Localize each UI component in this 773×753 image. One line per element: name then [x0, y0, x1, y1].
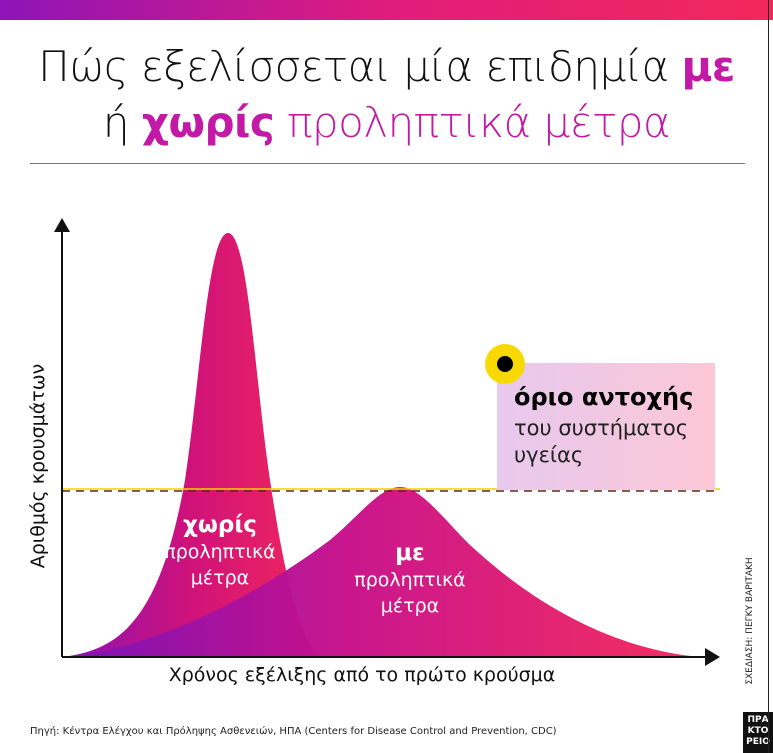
label-line: μέτρα — [380, 595, 440, 617]
divider — [30, 163, 745, 164]
threshold-label-box: όριο αντοχής του συστήματος υγείας — [497, 363, 715, 490]
label-bold: χωρίς — [183, 512, 257, 538]
threshold-line1: του συστήματος — [514, 416, 689, 440]
y-axis-arrow — [54, 218, 70, 232]
design-credit: ΣΧΕΔΙΑΣΗ: ΠΕΓΚΥ ΒΑΡΙΤΑΚΗ — [745, 557, 755, 685]
title-text: Πώς εξελίσσεται μία επιδημία — [38, 42, 682, 91]
threshold-title: όριο αντοχής — [514, 383, 694, 411]
y-axis-label: Αριθμός κρουσμάτων — [27, 363, 49, 569]
right-edge-line — [768, 0, 769, 753]
curve-with-measures — [62, 487, 700, 657]
threshold-dot-icon — [485, 344, 525, 384]
label-line: μέτρα — [190, 567, 250, 589]
label-line: προληπτικά — [164, 541, 276, 563]
title-text: ή — [102, 98, 142, 147]
label-without-measures: χωρίς προληπτικά μέτρα — [140, 512, 300, 591]
x-axis-arrow — [705, 648, 720, 666]
top-gradient-bar — [0, 0, 773, 20]
label-line: προληπτικά — [354, 569, 466, 591]
title-line-2: ή χωρίς προληπτικά μέτρα — [0, 98, 773, 147]
label-with-measures: με προληπτικά μέτρα — [330, 540, 490, 619]
title-text-pink: προληπτικά μέτρα — [274, 98, 671, 147]
source-note: Πηγή: Κέντρα Ελέγχου και Πρόληψης Ασθενε… — [30, 726, 557, 737]
curve-without-measures — [62, 233, 320, 657]
label-bold: με — [395, 540, 425, 566]
x-axis-label: Χρόνος εξέλιξης από το πρώτο κρούσμα — [168, 664, 556, 686]
title-highlight-without: χωρίς — [141, 98, 275, 147]
threshold-line2: υγείας — [514, 443, 584, 467]
title-line-1: Πώς εξελίσσεται μία επιδημία με — [0, 42, 773, 91]
title-highlight-with: με — [681, 42, 736, 91]
threshold-subtitle: του συστήματος υγείας — [514, 415, 688, 469]
